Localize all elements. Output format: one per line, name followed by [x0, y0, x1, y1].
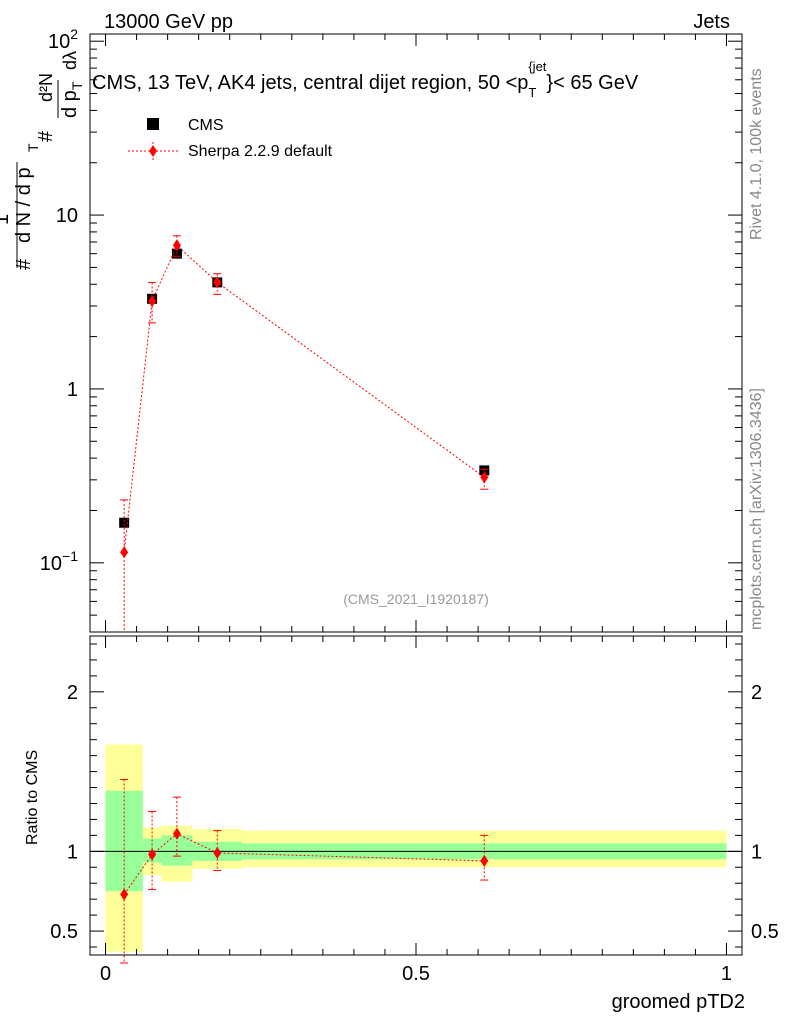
- ylabel-d2N: d²N: [36, 73, 56, 102]
- main-ylabel: # d N / d p T 1 # d p T d²N dλ: [0, 51, 85, 270]
- ratio-sherpa-data-point: [213, 846, 222, 859]
- x-tick-label: 0: [100, 963, 111, 985]
- ratio-y-tick-label-right: 1: [751, 841, 762, 863]
- category-label: Jets: [693, 11, 730, 33]
- sherpa-data-point: [172, 239, 181, 252]
- legend-sherpa-marker: [149, 145, 157, 157]
- plot-title: CMS, 13 TeV, AK4 jets, central dijet reg…: [92, 59, 639, 100]
- ylabel-T1: T: [25, 143, 41, 152]
- legend-cms-label: CMS: [188, 117, 224, 134]
- title-sup: {jet: [528, 59, 546, 74]
- ylabel-one: 1: [0, 214, 13, 225]
- ylabel-dN: d N / d p: [13, 167, 35, 243]
- ratio-frame: [89, 635, 743, 956]
- ratio-sherpa-data-point: [480, 854, 489, 867]
- title-sub: T: [528, 85, 536, 100]
- main-plot: 10−1 1 10 102: [40, 26, 743, 633]
- ylabel-hash2: #: [35, 130, 57, 142]
- ylabel-dpT: d p: [59, 90, 81, 118]
- x-tick-label: 1: [721, 963, 732, 985]
- y-tick-label: 10−1: [40, 548, 78, 575]
- cms-data-point: [119, 517, 130, 528]
- title-prefix: CMS, 13 TeV, AK4 jets, central dijet reg…: [92, 72, 528, 94]
- x-axis-label: groomed pTD2: [612, 991, 745, 1013]
- x-tick-label: 0.5: [402, 963, 430, 985]
- sherpa-line: [123, 244, 485, 553]
- ratio-y-tick-label: 0.5: [50, 921, 78, 943]
- ratio-y-tick-label-right: 0.5: [751, 921, 779, 943]
- ratio-y-tick-label: 2: [67, 682, 78, 704]
- ratio-y-tick-label: 1: [67, 841, 78, 863]
- analysis-watermark: (CMS_2021_I1920187): [343, 591, 489, 607]
- sherpa-data-point: [120, 546, 129, 559]
- ratio-sherpa-data-point: [148, 848, 157, 861]
- ylabel-hash1: #: [13, 258, 35, 270]
- rivet-label: Rivet 4.1.0, 100k events: [748, 68, 765, 240]
- ylabel-dlambda: dλ: [60, 51, 80, 70]
- mcplots-label: mcplots.cern.ch [arXiv:1306.3436]: [748, 388, 765, 630]
- legend-sherpa-label: Sherpa 2.2.9 default: [188, 143, 333, 160]
- title-suffix: }< 65 GeV: [546, 72, 638, 94]
- y-tick-label: 10: [56, 205, 78, 227]
- energy-label: 13000 GeV pp: [104, 11, 233, 33]
- ratio-y-tick-label-right: 2: [751, 682, 762, 704]
- ratio-plot: 0 0.5 1 0.5 0.5 1 1 2 2: [50, 635, 779, 985]
- y-tick-label: 102: [48, 26, 78, 53]
- labels: 13000 GeV pp Jets CMS, 13 TeV, AK4 jets,…: [0, 11, 765, 1013]
- ratio-ylabel: Ratio to CMS: [24, 750, 41, 845]
- legend-cms-marker: [147, 118, 159, 130]
- ratio-sherpa-data-point: [172, 827, 181, 840]
- y-tick-label: 1: [67, 379, 78, 401]
- sherpa-data-point: [480, 471, 489, 484]
- sherpa-data-point: [213, 276, 222, 289]
- ratio-sherpa-data-point: [120, 888, 129, 901]
- sherpa-data-point: [148, 295, 157, 308]
- ylabel-T2: T: [69, 81, 85, 90]
